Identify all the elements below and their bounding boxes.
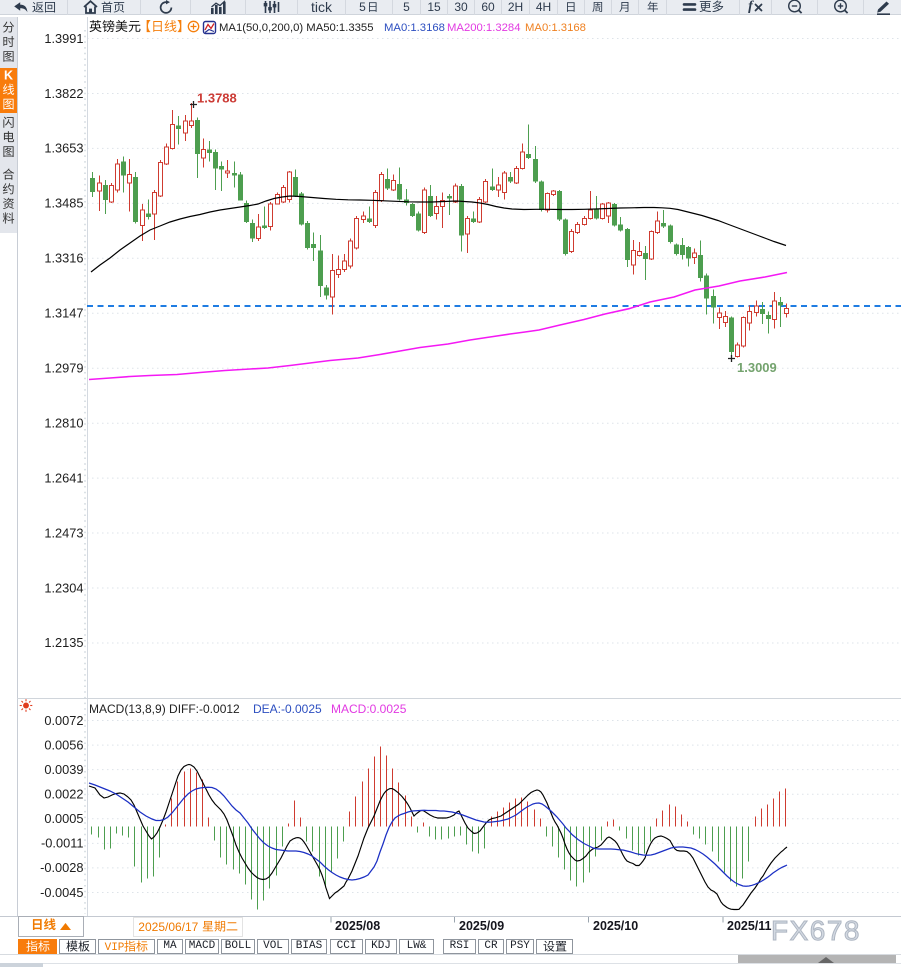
svg-text:MA0:1.3168: MA0:1.3168 — [384, 22, 445, 34]
svg-text:1.2979: 1.2979 — [44, 361, 83, 376]
svg-text:1.3991: 1.3991 — [44, 31, 83, 46]
svg-text:1.3653: 1.3653 — [44, 141, 83, 156]
svg-text:0.0072: 0.0072 — [44, 713, 83, 728]
svg-text:1.3485: 1.3485 — [44, 196, 83, 211]
svg-text:1.2304: 1.2304 — [44, 580, 83, 595]
svg-text:MA200:1.3284: MA200:1.3284 — [447, 22, 521, 34]
svg-text:MA1(50,0,200,0) MA50:1.3355: MA1(50,0,200,0) MA50:1.3355 — [219, 22, 374, 34]
svg-text:-0.0028: -0.0028 — [40, 860, 83, 875]
svg-text:1.3316: 1.3316 — [44, 251, 83, 266]
svg-text:MACD:0.0025: MACD:0.0025 — [331, 702, 407, 716]
svg-text:0.0022: 0.0022 — [44, 787, 83, 802]
svg-text:-0.0011: -0.0011 — [41, 836, 83, 851]
svg-text:MA0:1.3168: MA0:1.3168 — [525, 22, 586, 34]
svg-text:1.2641: 1.2641 — [44, 470, 83, 485]
svg-text:1.3147: 1.3147 — [44, 306, 83, 321]
svg-text:K: K — [4, 68, 13, 82]
svg-text:1.3788: 1.3788 — [197, 91, 237, 106]
svg-text:MACD(13,8,9) DIFF:-0.0012: MACD(13,8,9) DIFF:-0.0012 — [89, 702, 240, 716]
svg-text:0.0005: 0.0005 — [44, 811, 83, 826]
svg-text:1.3822: 1.3822 — [44, 86, 83, 101]
svg-text:1.3009: 1.3009 — [737, 360, 777, 375]
svg-text:1.2135: 1.2135 — [44, 635, 83, 650]
svg-text:DEA:-0.0025: DEA:-0.0025 — [253, 702, 322, 716]
svg-text:0.0056: 0.0056 — [44, 737, 83, 752]
svg-text:1.2810: 1.2810 — [44, 416, 83, 431]
svg-text:1.2473: 1.2473 — [44, 525, 83, 540]
svg-text:0.0039: 0.0039 — [44, 762, 83, 777]
svg-text:-0.0045: -0.0045 — [40, 885, 83, 900]
